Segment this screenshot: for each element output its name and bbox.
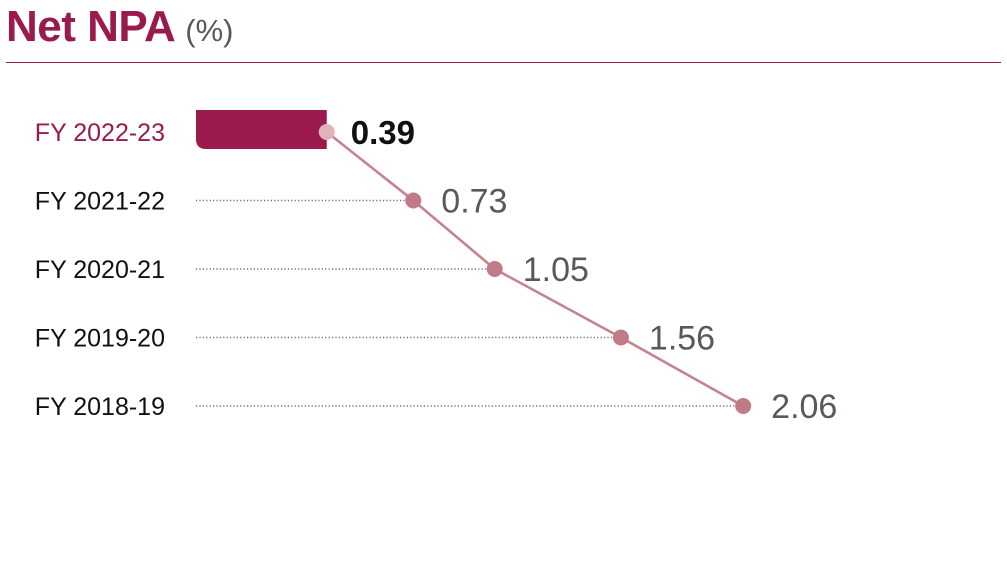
data-point — [612, 329, 629, 346]
value-label: 1.56 — [649, 320, 715, 358]
category-label: FY 2019-20 — [35, 325, 165, 353]
data-point — [318, 124, 335, 140]
category-label: FY 2018-19 — [35, 393, 165, 421]
highlight-bar — [196, 110, 327, 149]
title-divider — [6, 62, 1001, 63]
chart-unit: (%) — [185, 13, 234, 48]
value-label: 2.06 — [771, 388, 837, 426]
value-label: 0.73 — [441, 183, 507, 221]
chart-title: Net NPA — [6, 2, 176, 51]
category-label: FY 2021-22 — [35, 188, 165, 216]
category-label: FY 2020-21 — [35, 256, 165, 284]
data-point — [486, 261, 503, 277]
value-label: 1.05 — [523, 251, 589, 289]
data-point — [405, 192, 422, 209]
data-point — [735, 398, 752, 414]
value-label: 0.39 — [351, 114, 415, 151]
category-label: FY 2022-23 — [35, 119, 165, 147]
chart-title-block: Net NPA (%) — [6, 2, 233, 54]
